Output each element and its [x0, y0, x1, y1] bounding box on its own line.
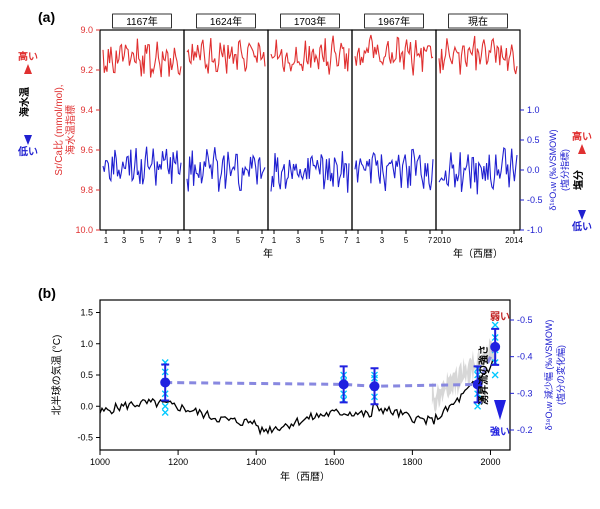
svg-text:年（西暦）: 年（西暦）: [280, 470, 330, 483]
svg-text:9.0: 9.0: [80, 25, 93, 35]
svg-text:1167年: 1167年: [126, 15, 158, 28]
svg-text:-0.2: -0.2: [517, 425, 533, 435]
svg-text:5: 5: [404, 236, 409, 245]
svg-text:3: 3: [122, 236, 127, 245]
svg-text:海水温: 海水温: [18, 87, 31, 117]
svg-text:(a): (a): [38, 9, 55, 25]
svg-text:(b): (b): [38, 285, 56, 301]
svg-text:3: 3: [212, 236, 217, 245]
svg-text:北半球の気温 (°C): 北半球の気温 (°C): [50, 335, 63, 416]
svg-text:1703年: 1703年: [294, 15, 326, 28]
svg-text:高い: 高い: [18, 50, 38, 63]
svg-text:9.6: 9.6: [80, 145, 93, 155]
svg-text:1.0: 1.0: [80, 339, 93, 349]
svg-text:1967年: 1967年: [378, 15, 410, 28]
svg-text:3: 3: [380, 236, 385, 245]
svg-text:10.0: 10.0: [75, 225, 93, 235]
svg-text:5: 5: [320, 236, 325, 245]
svg-text:2000: 2000: [480, 457, 500, 467]
svg-text:2010: 2010: [433, 236, 451, 245]
svg-text:0.0: 0.0: [80, 401, 93, 411]
svg-text:-0.4: -0.4: [517, 352, 533, 362]
svg-text:1200: 1200: [168, 457, 188, 467]
svg-text:1600: 1600: [324, 457, 344, 467]
svg-text:高い: 高い: [572, 130, 592, 143]
svg-text:(塩分指標): (塩分指標): [559, 149, 570, 191]
svg-text:7: 7: [344, 236, 349, 245]
svg-text:年（西暦）: 年（西暦）: [453, 247, 503, 260]
svg-text:δ¹⁸Oₛw (‰VSMOW): δ¹⁸Oₛw (‰VSMOW): [548, 129, 558, 210]
svg-text:9: 9: [176, 236, 181, 245]
svg-text:低い: 低い: [17, 145, 38, 158]
svg-text:5: 5: [236, 236, 241, 245]
svg-text:1.5: 1.5: [80, 308, 93, 318]
svg-text:1800: 1800: [402, 457, 422, 467]
svg-text:1: 1: [104, 236, 109, 245]
svg-text:1: 1: [272, 236, 277, 245]
svg-text:0.5: 0.5: [527, 135, 540, 145]
svg-text:1000: 1000: [90, 457, 110, 467]
svg-text:-0.5: -0.5: [527, 195, 543, 205]
svg-text:Sr/Ca比 (mmol/mol),: Sr/Ca比 (mmol/mol),: [53, 84, 65, 175]
svg-text:1.0: 1.0: [527, 105, 540, 115]
svg-text:1: 1: [188, 236, 193, 245]
svg-text:弱い: 弱い: [490, 311, 510, 323]
figure-root: (a) 1167年 1 3 5 7 9 1624年 1 3 5 7 1703年 1 3 5 7 1967年 1 3 5 7…: [0, 0, 600, 504]
svg-text:0.0: 0.0: [527, 165, 540, 175]
svg-text:5: 5: [140, 236, 145, 245]
svg-text:2014: 2014: [505, 236, 523, 245]
svg-text:-0.3: -0.3: [517, 388, 533, 398]
svg-text:低い: 低い: [571, 220, 592, 233]
svg-text:現在: 現在: [468, 16, 488, 28]
svg-text:(塩分の変化幅): (塩分の変化幅): [555, 345, 566, 405]
svg-text:9.2: 9.2: [80, 65, 93, 75]
svg-text:3: 3: [296, 236, 301, 245]
svg-text:塩分: 塩分: [572, 170, 585, 190]
svg-text:-0.5: -0.5: [77, 433, 93, 443]
svg-text:9.4: 9.4: [80, 105, 93, 115]
svg-text:年: 年: [263, 247, 273, 260]
svg-text:δ¹⁸Oₛw 減少幅 (‰VSMOW): δ¹⁸Oₛw 減少幅 (‰VSMOW): [543, 320, 554, 431]
svg-text:-1.0: -1.0: [527, 225, 543, 235]
svg-text:9.8: 9.8: [80, 185, 93, 195]
svg-text:0.5: 0.5: [80, 370, 93, 380]
svg-text:湧昇流の強さ: 湧昇流の強さ: [477, 345, 490, 405]
svg-text:海水温指標: 海水温指標: [64, 105, 77, 155]
svg-text:1: 1: [356, 236, 361, 245]
svg-text:7: 7: [260, 236, 265, 245]
svg-text:-0.5: -0.5: [517, 315, 533, 325]
svg-text:1400: 1400: [246, 457, 266, 467]
svg-text:7: 7: [158, 236, 163, 245]
svg-text:7: 7: [428, 236, 433, 245]
svg-text:強い: 強い: [490, 425, 510, 438]
svg-text:1624年: 1624年: [210, 15, 242, 28]
